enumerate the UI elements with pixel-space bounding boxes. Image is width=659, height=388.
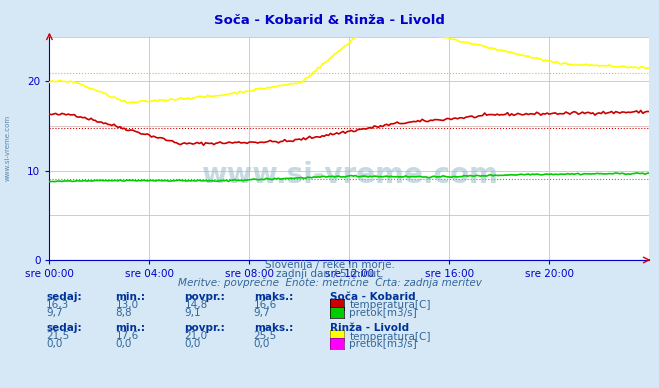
- Text: zadnji dan / 5 minut.: zadnji dan / 5 minut.: [275, 269, 384, 279]
- Text: 16,6: 16,6: [254, 300, 277, 310]
- Text: www.si-vreme.com: www.si-vreme.com: [201, 161, 498, 189]
- Text: 21,0: 21,0: [185, 331, 208, 341]
- Text: 9,1: 9,1: [185, 308, 201, 318]
- Text: 13,0: 13,0: [115, 300, 138, 310]
- Text: Slovenija / reke in morje.: Slovenija / reke in morje.: [264, 260, 395, 270]
- Text: 8,8: 8,8: [115, 308, 132, 318]
- Text: 0,0: 0,0: [185, 339, 201, 349]
- Text: 9,7: 9,7: [254, 308, 270, 318]
- Text: maks.:: maks.:: [254, 322, 293, 333]
- Text: www.si-vreme.com: www.si-vreme.com: [5, 114, 11, 180]
- Text: Soča - Kobarid & Rinža - Livold: Soča - Kobarid & Rinža - Livold: [214, 14, 445, 27]
- Text: pretok[m3/s]: pretok[m3/s]: [349, 339, 417, 349]
- Text: 9,7: 9,7: [46, 308, 63, 318]
- Text: 17,6: 17,6: [115, 331, 138, 341]
- Text: povpr.:: povpr.:: [185, 322, 225, 333]
- Text: 16,3: 16,3: [46, 300, 69, 310]
- Text: temperatura[C]: temperatura[C]: [349, 331, 431, 341]
- Text: 0,0: 0,0: [46, 339, 63, 349]
- Text: sedaj:: sedaj:: [46, 322, 82, 333]
- Text: min.:: min.:: [115, 291, 146, 301]
- Text: 14,8: 14,8: [185, 300, 208, 310]
- Text: 0,0: 0,0: [115, 339, 132, 349]
- Text: temperatura[C]: temperatura[C]: [349, 300, 431, 310]
- Text: sedaj:: sedaj:: [46, 291, 82, 301]
- Text: 21,5: 21,5: [46, 331, 69, 341]
- Text: povpr.:: povpr.:: [185, 291, 225, 301]
- Text: maks.:: maks.:: [254, 291, 293, 301]
- Text: 25,5: 25,5: [254, 331, 277, 341]
- Text: 0,0: 0,0: [254, 339, 270, 349]
- Text: Rinža - Livold: Rinža - Livold: [330, 322, 409, 333]
- Text: Soča - Kobarid: Soča - Kobarid: [330, 291, 415, 301]
- Text: min.:: min.:: [115, 322, 146, 333]
- Text: Meritve: povprečne  Enote: metrične  Črta: zadnja meritev: Meritve: povprečne Enote: metrične Črta:…: [177, 276, 482, 288]
- Text: pretok[m3/s]: pretok[m3/s]: [349, 308, 417, 318]
